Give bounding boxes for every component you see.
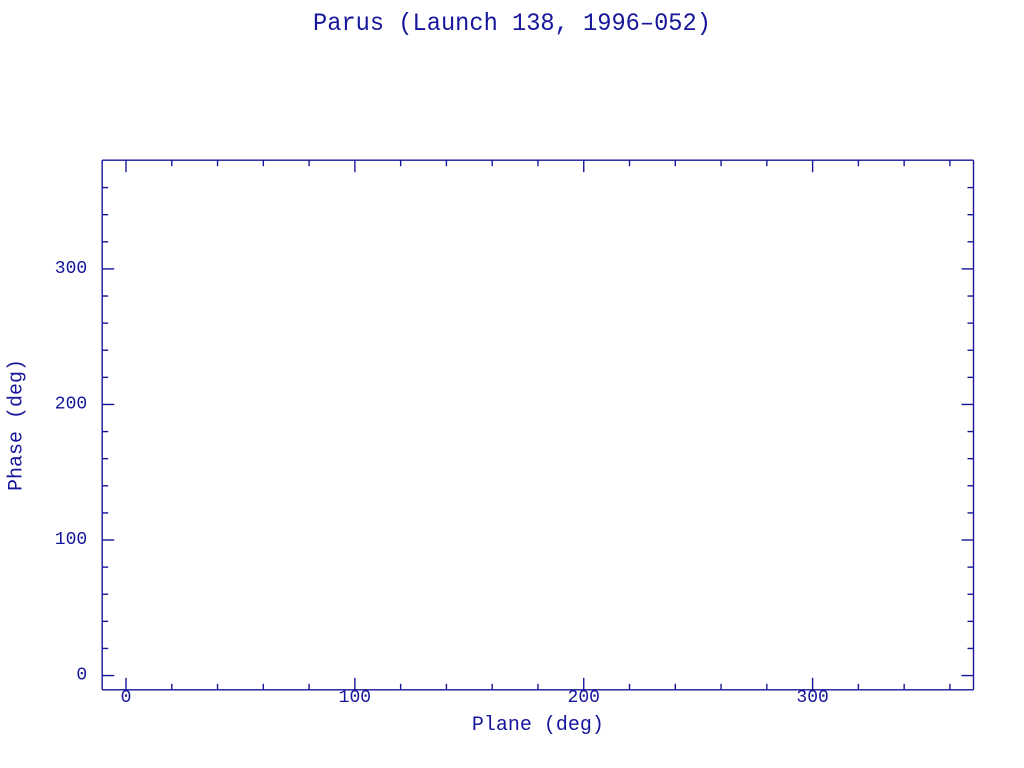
svg-text:100: 100 <box>55 530 87 550</box>
svg-text:300: 300 <box>55 259 87 279</box>
svg-text:200: 200 <box>55 394 87 414</box>
svg-text:0: 0 <box>76 666 87 686</box>
svg-text:Plane (deg): Plane (deg) <box>472 714 604 737</box>
svg-text:300: 300 <box>796 688 828 708</box>
svg-text:0: 0 <box>121 688 132 708</box>
svg-text:200: 200 <box>568 688 600 708</box>
svg-text:Parus (Launch 138, 1996–052): Parus (Launch 138, 1996–052) <box>313 9 711 38</box>
svg-text:100: 100 <box>339 688 371 708</box>
svg-text:Phase (deg): Phase (deg) <box>6 359 29 491</box>
